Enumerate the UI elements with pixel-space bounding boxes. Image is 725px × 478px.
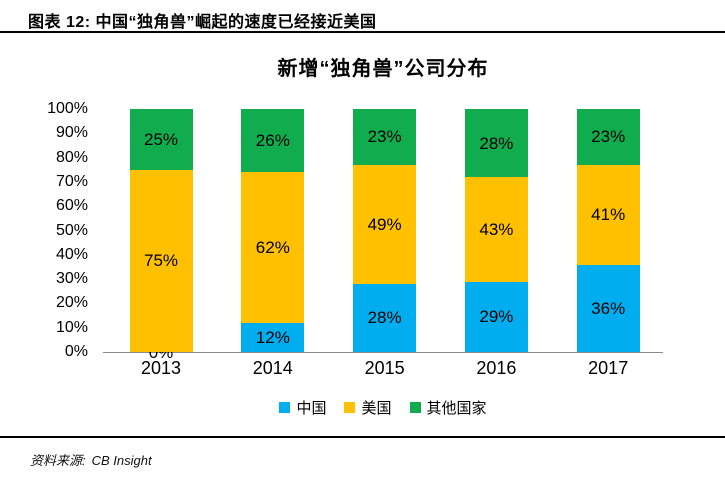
legend-swatch-icon: [344, 402, 356, 413]
data-label: 28%: [367, 308, 402, 328]
bar-segment: 28%: [353, 283, 417, 352]
bar-segment: 75%: [129, 169, 193, 352]
legend-item: 中国: [279, 397, 326, 418]
legend-swatch-icon: [409, 402, 421, 413]
stacked-bar: 0% 75% 25%: [129, 109, 193, 361]
x-axis-tick-label: 2015: [364, 358, 405, 378]
y-axis-tick-label: 70%: [55, 172, 88, 190]
y-axis-tick-label: 40%: [55, 245, 88, 263]
header-divider-line: [0, 31, 725, 33]
y-axis-tick-label: 0%: [64, 343, 88, 360]
x-axis-tick-label: 2014: [252, 358, 293, 378]
data-label: 43%: [479, 219, 514, 239]
y-axis-tick-label: 30%: [55, 270, 88, 288]
stacked-bar: 28% 49% 23%: [353, 109, 417, 352]
figure-caption: 图表 12: 中国“独角兽”崛起的速度已经接近美国: [28, 14, 377, 31]
y-axis-tick-label: 20%: [55, 294, 88, 312]
bar-segment: 36%: [576, 264, 640, 352]
y-axis-tick-label: 90%: [55, 124, 88, 142]
source-note: 资料来源: CB Insight: [30, 450, 152, 469]
x-axis-tick-label: 2016: [476, 358, 517, 378]
bar-segment: 43%: [464, 177, 528, 282]
y-axis-tick-label: 80%: [55, 148, 88, 166]
x-axis: 2013 2014 2015 2016 2017: [103, 358, 663, 382]
y-axis: 100% 90% 80% 70% 60% 50% 40% 30% 20% 10% 0%: [18, 0, 88, 478]
stacked-bar: 36% 41% 23%: [576, 109, 640, 352]
data-label: 26%: [255, 131, 290, 151]
legend-item: 其他国家: [409, 397, 487, 418]
legend-label: 中国: [296, 400, 327, 417]
source-label: 资料来源:: [30, 453, 86, 468]
bar-segment: 29%: [464, 281, 528, 352]
data-label: 29%: [479, 307, 514, 327]
bar-segment: 41%: [576, 164, 640, 265]
bar-segment: 49%: [353, 164, 417, 284]
plot-area: 0% 75% 25% 12% 62% 26% 28% 49% 23% 29% 43% 28% 36% 41…: [103, 109, 663, 361]
source-value: CB Insight: [91, 453, 152, 468]
chart-title: 新增“独角兽”公司分布: [277, 58, 489, 80]
y-axis-tick-label: 10%: [55, 318, 88, 336]
data-label: 23%: [591, 127, 626, 147]
y-axis-tick-label: 100%: [47, 100, 88, 117]
y-axis-tick-label: 50%: [55, 221, 88, 239]
data-label: 25%: [143, 129, 179, 149]
bar-segment: 23%: [353, 109, 417, 165]
bar-segment: 25%: [129, 109, 193, 170]
bar-segment: 28%: [464, 109, 528, 178]
data-label: 75%: [143, 251, 179, 271]
stacked-bar: 12% 62% 26%: [241, 109, 305, 352]
footer-divider-line: [0, 436, 725, 438]
data-label: 23%: [367, 127, 402, 147]
x-axis-tick-label: 2013: [140, 358, 182, 378]
legend-item: 美国: [344, 397, 392, 418]
data-label: 49%: [367, 214, 402, 234]
legend-label: 美国: [361, 400, 392, 417]
x-axis-tick-label: 2017: [588, 358, 629, 378]
legend-swatch-icon: [279, 402, 291, 413]
data-label: 28%: [479, 133, 514, 153]
legend-label: 其他国家: [426, 400, 487, 417]
data-label: 12%: [255, 327, 290, 347]
data-label: 41%: [591, 205, 626, 225]
stacked-bar: 29% 43% 28%: [464, 109, 528, 352]
data-label: 36%: [591, 298, 626, 318]
bar-segment: 23%: [576, 109, 640, 165]
bar-segment: 26%: [241, 109, 305, 173]
legend: 中国 美国 其他国家: [103, 397, 663, 418]
bar-segment: 62%: [241, 172, 305, 323]
y-axis-tick-label: 60%: [55, 197, 88, 215]
data-label: 62%: [255, 238, 290, 258]
bar-segment: 12%: [241, 322, 305, 352]
